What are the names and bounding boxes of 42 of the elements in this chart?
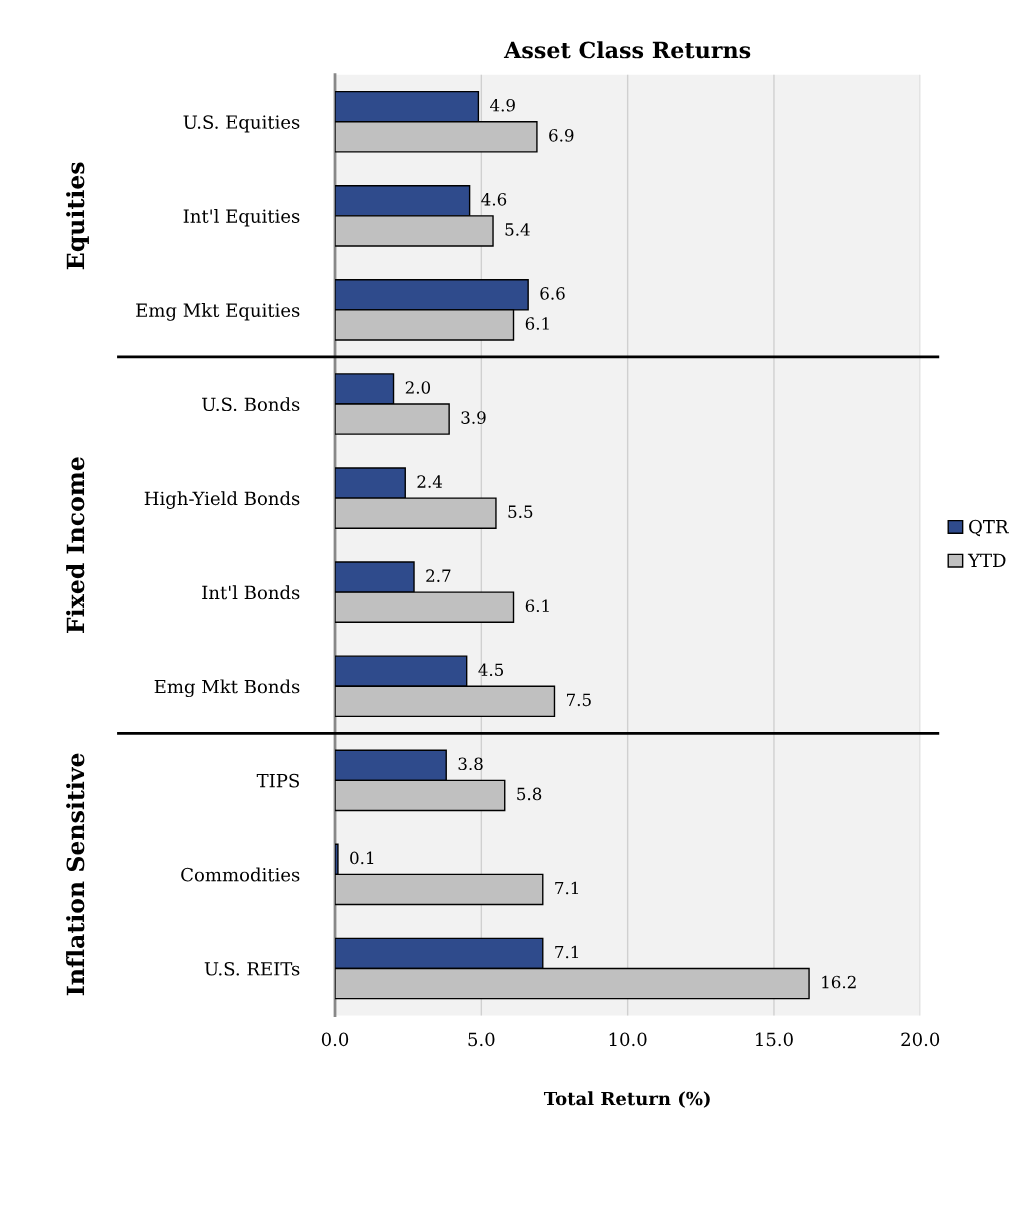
data-label: 4.9 — [490, 98, 515, 112]
data-label: 4.6 — [481, 193, 507, 206]
data-label: 4.5 — [478, 663, 504, 677]
data-label: 7.1 — [555, 945, 579, 959]
legend-label: QTR — [969, 519, 1009, 537]
text: Inflation Sensitive — [66, 753, 85, 996]
data-label: 7.1 — [555, 881, 579, 895]
data-label: 2.0 — [405, 381, 431, 394]
data-label: 0.1 — [350, 851, 374, 865]
y-tick-label: Emg Mkt Equities — [136, 303, 300, 321]
data-label: 6.1 — [525, 317, 549, 330]
data-label: 3.8 — [458, 757, 483, 771]
data-label: 3.9 — [461, 411, 486, 424]
y-tick-label: High-Yield Bonds — [144, 491, 300, 509]
data-label: 6.6 — [540, 287, 565, 300]
legend-label: YTD — [967, 553, 1006, 567]
x-tick-label: 20.0 — [901, 1032, 940, 1047]
x-tick-label: 5.0 — [468, 1032, 495, 1047]
y-tick-label: TIPS — [256, 773, 299, 788]
y-tick-label: Int'l Bonds — [202, 585, 300, 600]
data-label: 2.4 — [417, 475, 443, 488]
text: Fixed Income — [66, 457, 85, 633]
x-axis-title: Total Return (%) — [543, 1091, 710, 1108]
y-tick-label: U.S. REITs — [204, 961, 300, 976]
text: Equities — [66, 162, 89, 270]
y-tick-label: U.S. Bonds — [202, 397, 300, 412]
chart-title: Asset Class Returns — [503, 41, 751, 59]
data-label: 7.5 — [566, 693, 591, 707]
y-tick-label: Int'l Equities — [183, 208, 300, 227]
data-label: 5.8 — [517, 787, 542, 801]
data-label: 2.7 — [426, 569, 451, 582]
data-label: 5.5 — [508, 505, 533, 518]
x-tick-label: 0.0 — [321, 1032, 349, 1047]
data-label: 16.2 — [822, 975, 856, 989]
y-tick-label: Emg Mkt Bonds — [154, 679, 300, 698]
y-tick-label: U.S. Equities — [183, 115, 300, 133]
x-tick-label: 15.0 — [756, 1032, 793, 1047]
data-label: 6.9 — [549, 129, 574, 142]
data-label: 5.4 — [505, 223, 530, 236]
y-tick-label: Commodities — [181, 867, 300, 882]
x-tick-label: 10.0 — [609, 1032, 647, 1047]
data-label: 6.1 — [525, 599, 549, 613]
